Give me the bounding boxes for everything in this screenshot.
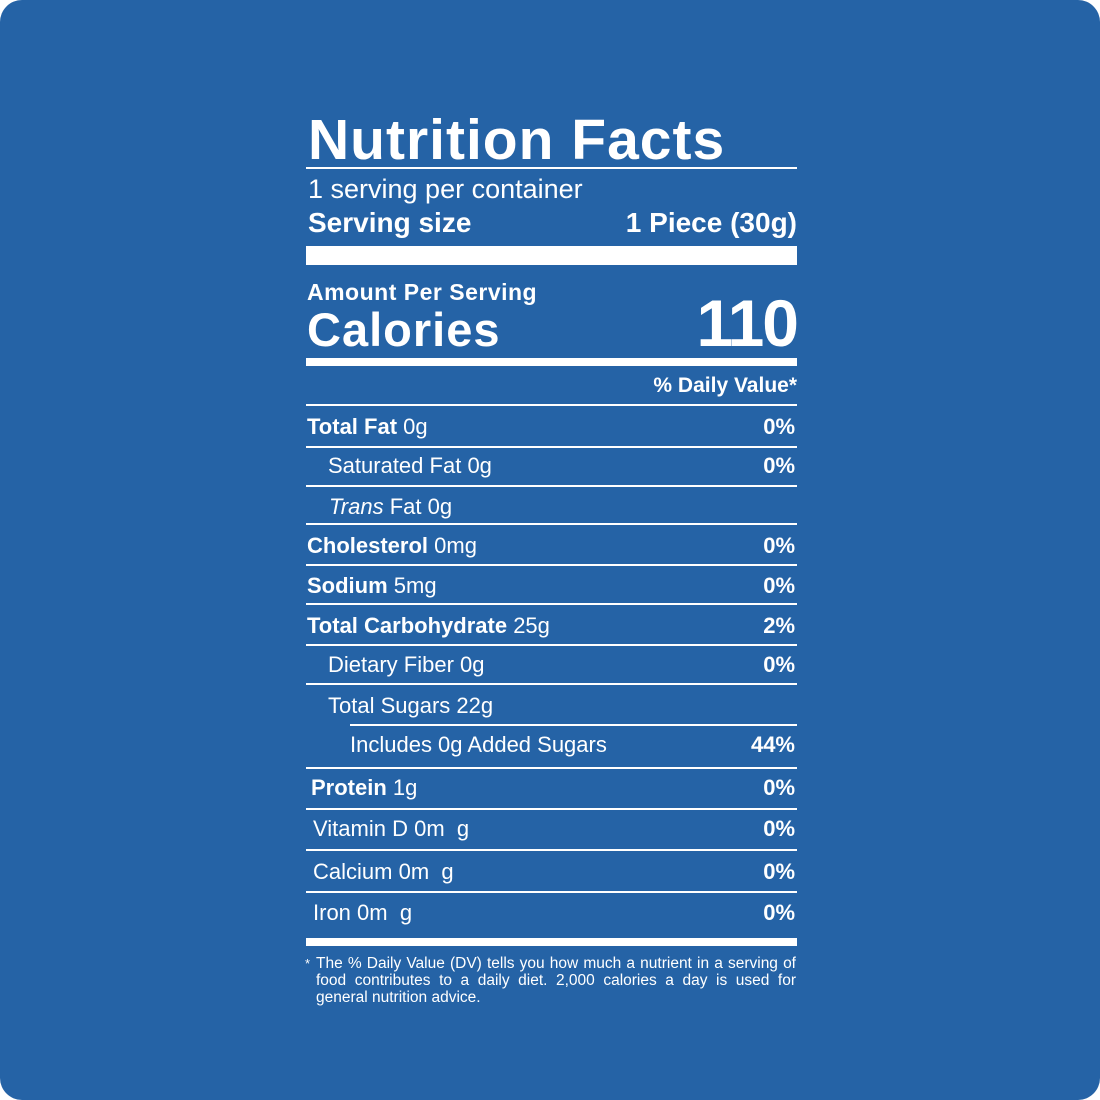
nutrient-name: Cholesterol	[307, 533, 429, 558]
divider	[306, 683, 797, 685]
footnote-text: The % Daily Value (DV) tells you how muc…	[316, 955, 796, 1006]
serving-size-label: Serving size	[308, 207, 472, 238]
daily-value: 0%	[763, 453, 795, 478]
row-sodium: Sodium 5mg 0%	[306, 571, 797, 601]
nutrient-amount: 0g	[403, 414, 428, 439]
calories-label: Calories	[307, 303, 501, 356]
row-total-fat: Total Fat 0g 0%	[306, 412, 797, 442]
daily-value: 0%	[763, 573, 795, 598]
divider	[306, 564, 797, 566]
label-title: Nutrition Facts	[308, 108, 726, 172]
row-protein: Protein 1g 0%	[306, 773, 797, 803]
nutrient-name: Saturated Fat	[328, 453, 462, 478]
daily-value: 0%	[763, 816, 795, 841]
daily-value: 0%	[763, 859, 795, 884]
daily-value: 0%	[763, 414, 795, 439]
nutrient-amount: 0g	[427, 494, 453, 519]
row-iron: Iron 0m g 0%	[306, 898, 797, 928]
nutrient-name: Trans	[329, 494, 384, 519]
nutrient-name: Calcium	[313, 859, 393, 884]
nutrient-amount: 0m g	[357, 900, 413, 925]
nutrient-amount: 22g	[456, 693, 494, 718]
amount-per-serving: Amount Per Serving	[307, 279, 538, 305]
divider	[306, 167, 797, 169]
divider	[306, 404, 797, 406]
row-vitamin-d: Vitamin D 0m g 0%	[306, 814, 797, 844]
nutrient-amount: 0m g	[398, 859, 454, 884]
nutrient-name: Vitamin D	[313, 816, 408, 841]
divider	[350, 724, 797, 726]
divider	[306, 808, 797, 810]
divider	[306, 891, 797, 893]
nutrient-name: Sodium	[307, 573, 388, 598]
nutrient-amount: 0mg	[434, 533, 477, 558]
divider	[306, 485, 797, 487]
row-trans-fat: Trans Fat 0g	[306, 492, 797, 522]
row-total-sugars: Total Sugars 22g	[306, 691, 797, 721]
divider	[306, 767, 797, 769]
nutrient-amount: 0m g	[414, 816, 470, 841]
row-saturated-fat: Saturated Fat 0g 0%	[306, 451, 797, 481]
nutrient-amount: 0g	[467, 453, 492, 478]
daily-value-header: % Daily Value*	[653, 374, 797, 397]
row-calcium: Calcium 0m g 0%	[306, 857, 797, 887]
divider	[306, 849, 797, 851]
thick-divider	[306, 246, 797, 265]
servings-per-container: 1 serving per container	[308, 174, 583, 204]
divider	[306, 446, 797, 448]
nutrient-name: Includes 0g Added Sugars	[350, 732, 607, 757]
calories-value: 110	[696, 286, 799, 360]
nutrient-name: Total Fat	[307, 414, 398, 439]
daily-value: 0%	[763, 900, 795, 925]
nutrient-name: Iron	[313, 900, 351, 925]
nutrient-name: Total Carbohydrate	[307, 613, 508, 638]
nutrient-amount: 1g	[392, 775, 418, 800]
nutrient-name-suffix: Fat	[389, 494, 422, 519]
medium-divider	[306, 938, 797, 946]
serving-size-value: 1 Piece (30g)	[625, 207, 797, 238]
row-total-carbohydrate: Total Carbohydrate 25g 2%	[306, 611, 797, 641]
daily-value: 44%	[750, 732, 795, 757]
nutrient-name: Dietary Fiber	[328, 652, 454, 677]
medium-divider	[306, 358, 797, 366]
row-dietary-fiber: Dietary Fiber 0g 0%	[306, 650, 797, 680]
nutrient-amount: 25g	[513, 613, 550, 638]
daily-value: 0%	[763, 652, 795, 677]
nutrient-amount: 0g	[460, 652, 485, 677]
row-added-sugars: Includes 0g Added Sugars 44%	[306, 730, 797, 760]
daily-value: 2%	[763, 613, 795, 638]
nutrient-amount: 5mg	[393, 573, 437, 598]
divider	[306, 644, 797, 646]
nutrient-name: Total Sugars	[328, 693, 451, 718]
footnote-mark: *	[305, 956, 311, 971]
row-cholesterol: Cholesterol 0mg 0%	[306, 531, 797, 561]
nutrient-name: Protein	[311, 775, 387, 800]
divider	[306, 603, 797, 605]
footnote: * The % Daily Value (DV) tells you how m…	[305, 955, 796, 1006]
daily-value: 0%	[763, 775, 795, 800]
daily-value: 0%	[763, 533, 795, 558]
divider	[306, 523, 797, 525]
